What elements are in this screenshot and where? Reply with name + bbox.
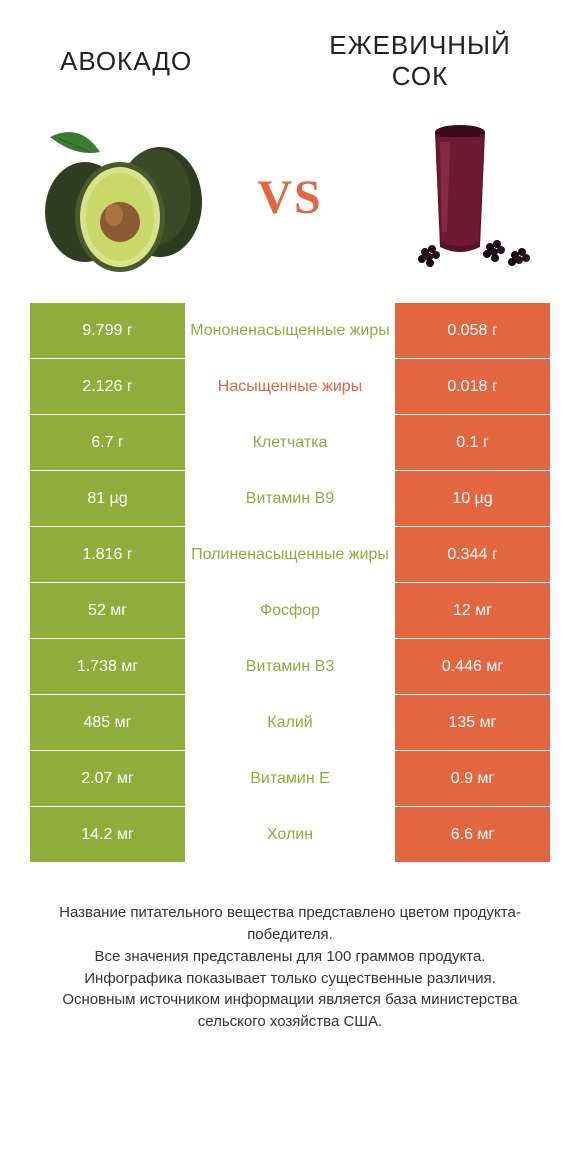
left-value-cell: 52 мг bbox=[30, 583, 185, 638]
footer-notes: Название питательного вещества представл… bbox=[0, 862, 580, 1033]
nutrient-label-cell: Витамин E bbox=[185, 751, 395, 806]
left-value-cell: 81 µg bbox=[30, 471, 185, 526]
footer-line-4: Основным источником информации является … bbox=[30, 989, 550, 1033]
right-value-cell: 0.9 мг bbox=[395, 751, 550, 806]
nutrient-label-cell: Мононенасыщенные жиры bbox=[185, 303, 395, 358]
nutrient-label-cell: Калий bbox=[185, 695, 395, 750]
blackberry-juice-image bbox=[370, 117, 550, 277]
nutrient-label-cell: Полиненасыщенные жиры bbox=[185, 527, 395, 582]
avocado-icon bbox=[30, 117, 210, 277]
avocado-image bbox=[30, 117, 210, 277]
table-row: 2.126 гНасыщенные жиры0.018 г bbox=[30, 358, 550, 414]
table-row: 6.7 гКлетчатка0.1 г bbox=[30, 414, 550, 470]
table-row: 81 µgВитамин B910 µg bbox=[30, 470, 550, 526]
left-value-cell: 2.07 мг bbox=[30, 751, 185, 806]
nutrient-label-cell: Холин bbox=[185, 807, 395, 862]
left-product-title: АВОКАДО bbox=[40, 46, 300, 77]
images-row: VS bbox=[0, 102, 580, 302]
nutrient-label-cell: Насыщенные жиры bbox=[185, 359, 395, 414]
left-value-cell: 485 мг bbox=[30, 695, 185, 750]
table-row: 2.07 мгВитамин E0.9 мг bbox=[30, 750, 550, 806]
comparison-table: 9.799 гМононенасыщенные жиры0.058 г2.126… bbox=[0, 302, 580, 862]
left-value-cell: 1.816 г bbox=[30, 527, 185, 582]
footer-line-2: Все значения представлены для 100 граммо… bbox=[30, 946, 550, 968]
footer-line-1: Название питательного вещества представл… bbox=[30, 902, 550, 946]
right-value-cell: 10 µg bbox=[395, 471, 550, 526]
right-value-cell: 0.1 г bbox=[395, 415, 550, 470]
footer-line-3: Инфографика показывает только существенн… bbox=[30, 968, 550, 990]
nutrient-label-cell: Витамин B3 bbox=[185, 639, 395, 694]
nutrient-label-cell: Клетчатка bbox=[185, 415, 395, 470]
nutrient-label-cell: Витамин B9 bbox=[185, 471, 395, 526]
left-value-cell: 9.799 г bbox=[30, 303, 185, 358]
right-product-title: ЕЖЕВИЧНЫЙ СОК bbox=[300, 30, 540, 92]
right-value-cell: 0.344 г bbox=[395, 527, 550, 582]
left-value-cell: 1.738 мг bbox=[30, 639, 185, 694]
left-value-cell: 6.7 г bbox=[30, 415, 185, 470]
table-row: 485 мгКалий135 мг bbox=[30, 694, 550, 750]
right-value-cell: 0.446 мг bbox=[395, 639, 550, 694]
table-row: 1.816 гПолиненасыщенные жиры0.344 г bbox=[30, 526, 550, 582]
left-value-cell: 14.2 мг bbox=[30, 807, 185, 862]
right-value-cell: 135 мг bbox=[395, 695, 550, 750]
right-value-cell: 12 мг bbox=[395, 583, 550, 638]
juice-icon bbox=[380, 117, 540, 277]
left-value-cell: 2.126 г bbox=[30, 359, 185, 414]
right-value-cell: 0.018 г bbox=[395, 359, 550, 414]
table-row: 14.2 мгХолин6.6 мг bbox=[30, 806, 550, 862]
table-row: 1.738 мгВитамин B30.446 мг bbox=[30, 638, 550, 694]
table-row: 9.799 гМононенасыщенные жиры0.058 г bbox=[30, 302, 550, 358]
vs-label: VS bbox=[257, 170, 322, 225]
table-row: 52 мгФосфор12 мг bbox=[30, 582, 550, 638]
nutrient-label-cell: Фосфор bbox=[185, 583, 395, 638]
header: АВОКАДО ЕЖЕВИЧНЫЙ СОК bbox=[0, 0, 580, 102]
right-value-cell: 0.058 г bbox=[395, 303, 550, 358]
right-value-cell: 6.6 мг bbox=[395, 807, 550, 862]
